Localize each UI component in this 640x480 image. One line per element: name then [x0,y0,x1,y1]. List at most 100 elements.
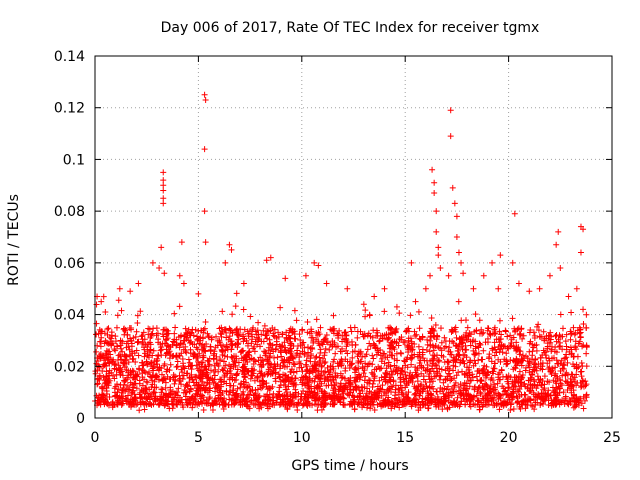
data-point [573,361,580,368]
data-point [231,353,238,360]
data-point [344,285,351,292]
data-point [153,361,160,368]
data-point [146,396,153,403]
data-point [475,350,482,357]
data-point [467,342,474,349]
data-point [117,351,124,358]
data-point [559,346,566,353]
data-point [542,393,549,400]
data-point [516,351,523,358]
data-point [406,342,413,349]
data-point [187,346,194,353]
data-point [571,378,578,385]
data-point [349,348,356,355]
data-point [367,396,374,403]
data-point [264,360,271,367]
data-point [235,359,242,366]
data-point [309,369,316,376]
data-point [224,370,231,377]
data-point [140,362,147,369]
data-point [284,395,291,402]
data-point [568,309,575,316]
data-point [510,405,517,412]
data-point [419,346,426,353]
data-point [265,385,272,392]
data-point [209,406,216,413]
data-point [130,355,137,362]
data-point [487,383,494,390]
data-point [573,382,580,389]
data-point [453,213,460,220]
data-point [103,387,110,394]
data-point [271,326,278,333]
data-point [320,400,327,407]
data-point [246,328,253,335]
data-point [435,252,442,259]
data-point [391,362,398,369]
data-point [216,337,223,344]
x-tick-label: 15 [396,430,414,446]
data-point [491,381,498,388]
data-point [321,349,328,356]
data-point [277,304,284,311]
data-point [360,370,367,377]
data-point [138,333,145,340]
data-point [160,200,167,207]
data-point [497,252,504,259]
data-point [231,400,238,407]
data-point [404,364,411,371]
data-point [192,326,199,333]
data-point [203,373,210,380]
data-point [359,364,366,371]
data-point [329,343,336,350]
data-point [112,338,119,345]
data-point [195,381,202,388]
data-point [583,311,590,318]
data-point [117,364,124,371]
data-point [489,345,496,352]
data-point [355,371,362,378]
data-point [580,321,587,328]
data-point [405,378,412,385]
data-point [440,353,447,360]
data-point [462,387,469,394]
data-point [542,352,549,359]
data-point [272,375,279,382]
data-point [93,301,100,308]
data-point [97,401,104,408]
y-tick-label: 0.02 [54,359,85,375]
data-point [97,338,104,345]
data-point [154,330,161,337]
data-point [425,404,432,411]
data-point [564,387,571,394]
data-point [469,371,476,378]
data-point [544,343,551,350]
data-point [495,371,502,378]
data-point [454,394,461,401]
data-point [176,272,183,279]
data-point [499,383,506,390]
data-point [194,333,201,340]
data-point [289,375,296,382]
data-point [572,338,579,345]
data-point [505,372,512,379]
data-point [148,359,155,366]
data-point [114,343,121,350]
data-point [472,311,479,318]
data-point [175,385,182,392]
data-point [482,392,489,399]
data-point [270,330,277,337]
data-point [113,324,120,331]
x-tick-label: 0 [91,430,100,446]
data-point [121,364,128,371]
data-point [130,387,137,394]
data-point [113,392,120,399]
data-point [297,336,304,343]
data-point [534,323,541,330]
data-point [526,288,533,295]
data-point [93,331,100,338]
data-point [480,382,487,389]
data-point [234,392,241,399]
data-point [455,347,462,354]
data-point [520,332,527,339]
